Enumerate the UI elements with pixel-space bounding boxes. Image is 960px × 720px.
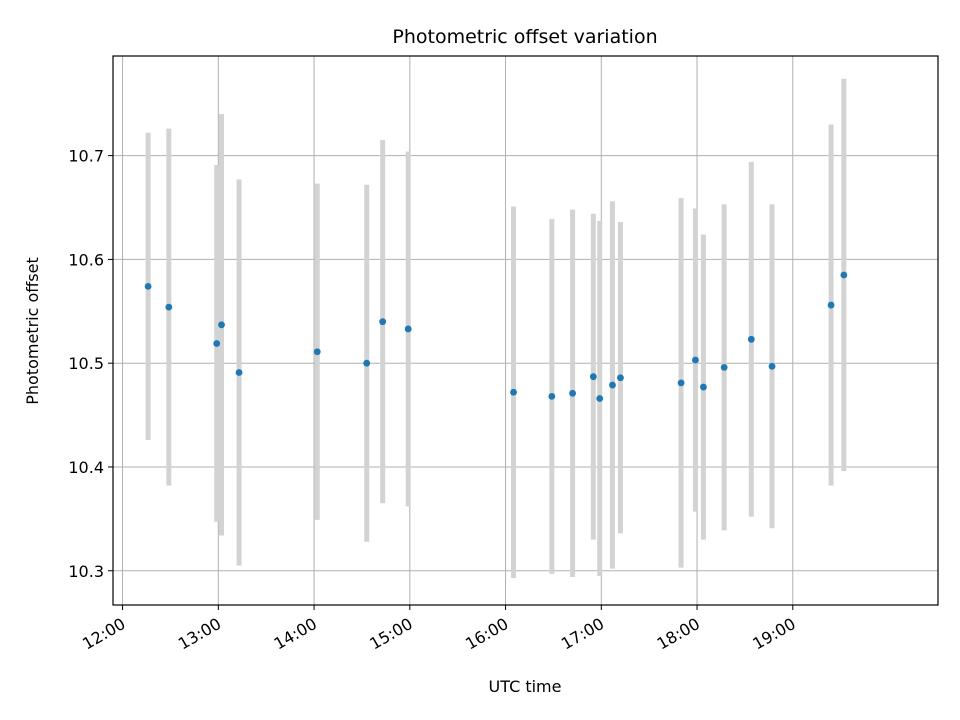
data-point (617, 374, 624, 382)
data-point (589, 373, 597, 381)
data-points (144, 271, 848, 402)
data-point (609, 381, 616, 389)
data-point (720, 363, 728, 371)
data-point (827, 301, 835, 309)
data-point (700, 383, 707, 391)
data-point (313, 348, 321, 356)
y-tick-label: 10.5 (68, 354, 104, 373)
y-tick-label: 10.6 (68, 250, 104, 269)
x-axis-title: UTC time (489, 677, 562, 696)
data-point (548, 393, 556, 400)
data-point (569, 389, 576, 397)
data-point (510, 388, 517, 396)
data-point (404, 325, 412, 333)
data-point (363, 359, 371, 367)
data-point (144, 282, 152, 290)
y-tick-label: 10.7 (68, 147, 104, 166)
data-point (218, 321, 225, 329)
data-point (840, 271, 848, 279)
y-tick-label: 10.4 (68, 458, 104, 477)
chart-title: Photometric offset variation (392, 26, 657, 48)
data-point (165, 303, 173, 311)
data-point (213, 340, 221, 347)
data-point (596, 395, 604, 402)
data-point (379, 318, 387, 326)
plot-frame (112, 55, 939, 606)
y-tick-label: 10.3 (68, 562, 104, 581)
data-point (747, 335, 755, 343)
data-point (677, 379, 685, 387)
data-point (768, 362, 776, 370)
data-point (235, 369, 243, 376)
y-axis-title: Photometric offset (23, 257, 42, 405)
y-axis-ticks: 10.3 10.4 10.5 10.6 10.7 (68, 147, 113, 581)
data-point (692, 356, 699, 364)
